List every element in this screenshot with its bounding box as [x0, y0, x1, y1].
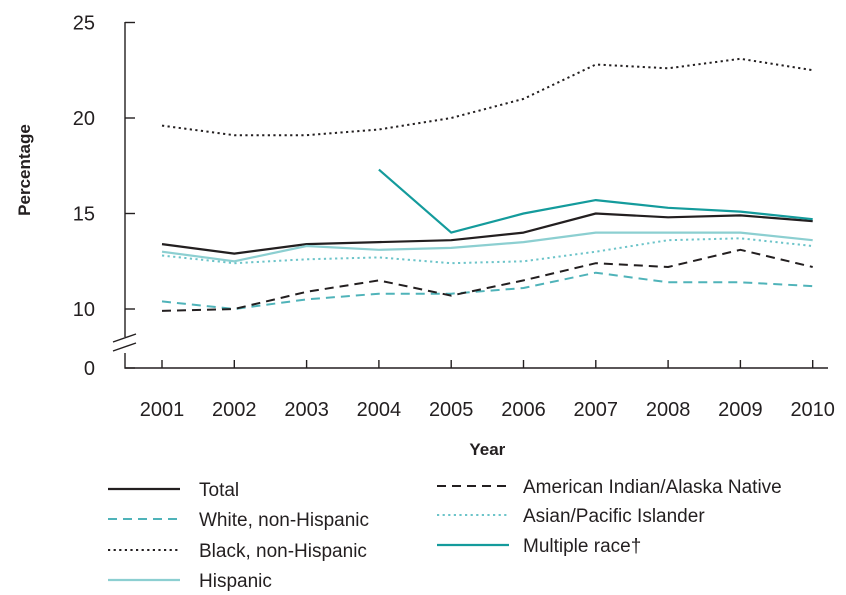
y-axis-title: Percentage — [15, 124, 34, 216]
legend-label: Black, non-Hispanic — [199, 541, 367, 562]
y-tick-label: 15 — [73, 204, 95, 226]
x-tick-label: 2006 — [501, 399, 546, 421]
legend-item-asian-pacific-islander: Asian/Pacific Islander — [437, 506, 705, 527]
legend-label: Total — [199, 480, 239, 501]
legend-label: Hispanic — [199, 571, 272, 592]
series-layer — [161, 57, 813, 312]
x-axis-ticks: 2001 2002 2003 2004 2005 2006 2007 2008 2009 2010 — [140, 360, 835, 421]
x-tick-label: 2002 — [212, 399, 257, 421]
legend-label: Multiple race† — [523, 536, 641, 557]
x-tick-label: 2004 — [357, 399, 402, 421]
series-line-asian-pacific-islander — [161, 237, 813, 265]
legend-item-american-indian-alaska-native: American Indian/Alaska Native — [437, 477, 782, 498]
x-axis-title: Year — [469, 440, 505, 459]
axes — [112, 22, 828, 369]
x-tick-label: 2008 — [646, 399, 691, 421]
legend-item-multiple-race: Multiple race† — [437, 536, 641, 557]
y-tick-label: 25 — [73, 13, 95, 35]
y-axis-break-mark — [112, 333, 137, 352]
y-tick-label: 20 — [73, 108, 95, 130]
legend-label: White, non-Hispanic — [199, 510, 369, 531]
legend-item-white-non-hispanic: White, non-Hispanic — [108, 510, 369, 531]
x-tick-label: 2009 — [718, 399, 763, 421]
axis-lines — [124, 22, 828, 369]
x-tick-label: 2010 — [790, 399, 835, 421]
series-line-white-non-hispanic — [161, 271, 813, 310]
x-tick-label: 2003 — [284, 399, 329, 421]
series-line-multiple-race — [378, 168, 813, 234]
series-line-total — [161, 212, 813, 255]
legend: Total White, non-Hispanic Black, non-Hispa… — [108, 477, 782, 592]
y-axis-ticks: 0 10 15 20 25 — [73, 13, 135, 380]
y-tick-label: 0 — [84, 358, 95, 380]
series-line-hispanic — [161, 231, 813, 263]
legend-item-total: Total — [108, 480, 239, 501]
legend-label: American Indian/Alaska Native — [523, 477, 782, 498]
series-line-american-indian-alaska-native — [161, 248, 813, 312]
x-tick-label: 2005 — [429, 399, 474, 421]
x-tick-label: 2001 — [140, 399, 185, 421]
legend-item-hispanic: Hispanic — [108, 571, 272, 592]
y-tick-label: 10 — [73, 299, 95, 321]
x-tick-label: 2007 — [574, 399, 619, 421]
series-line-black-non-hispanic — [161, 57, 813, 137]
legend-item-black-non-hispanic: Black, non-Hispanic — [108, 541, 367, 562]
legend-label: Asian/Pacific Islander — [523, 506, 705, 527]
